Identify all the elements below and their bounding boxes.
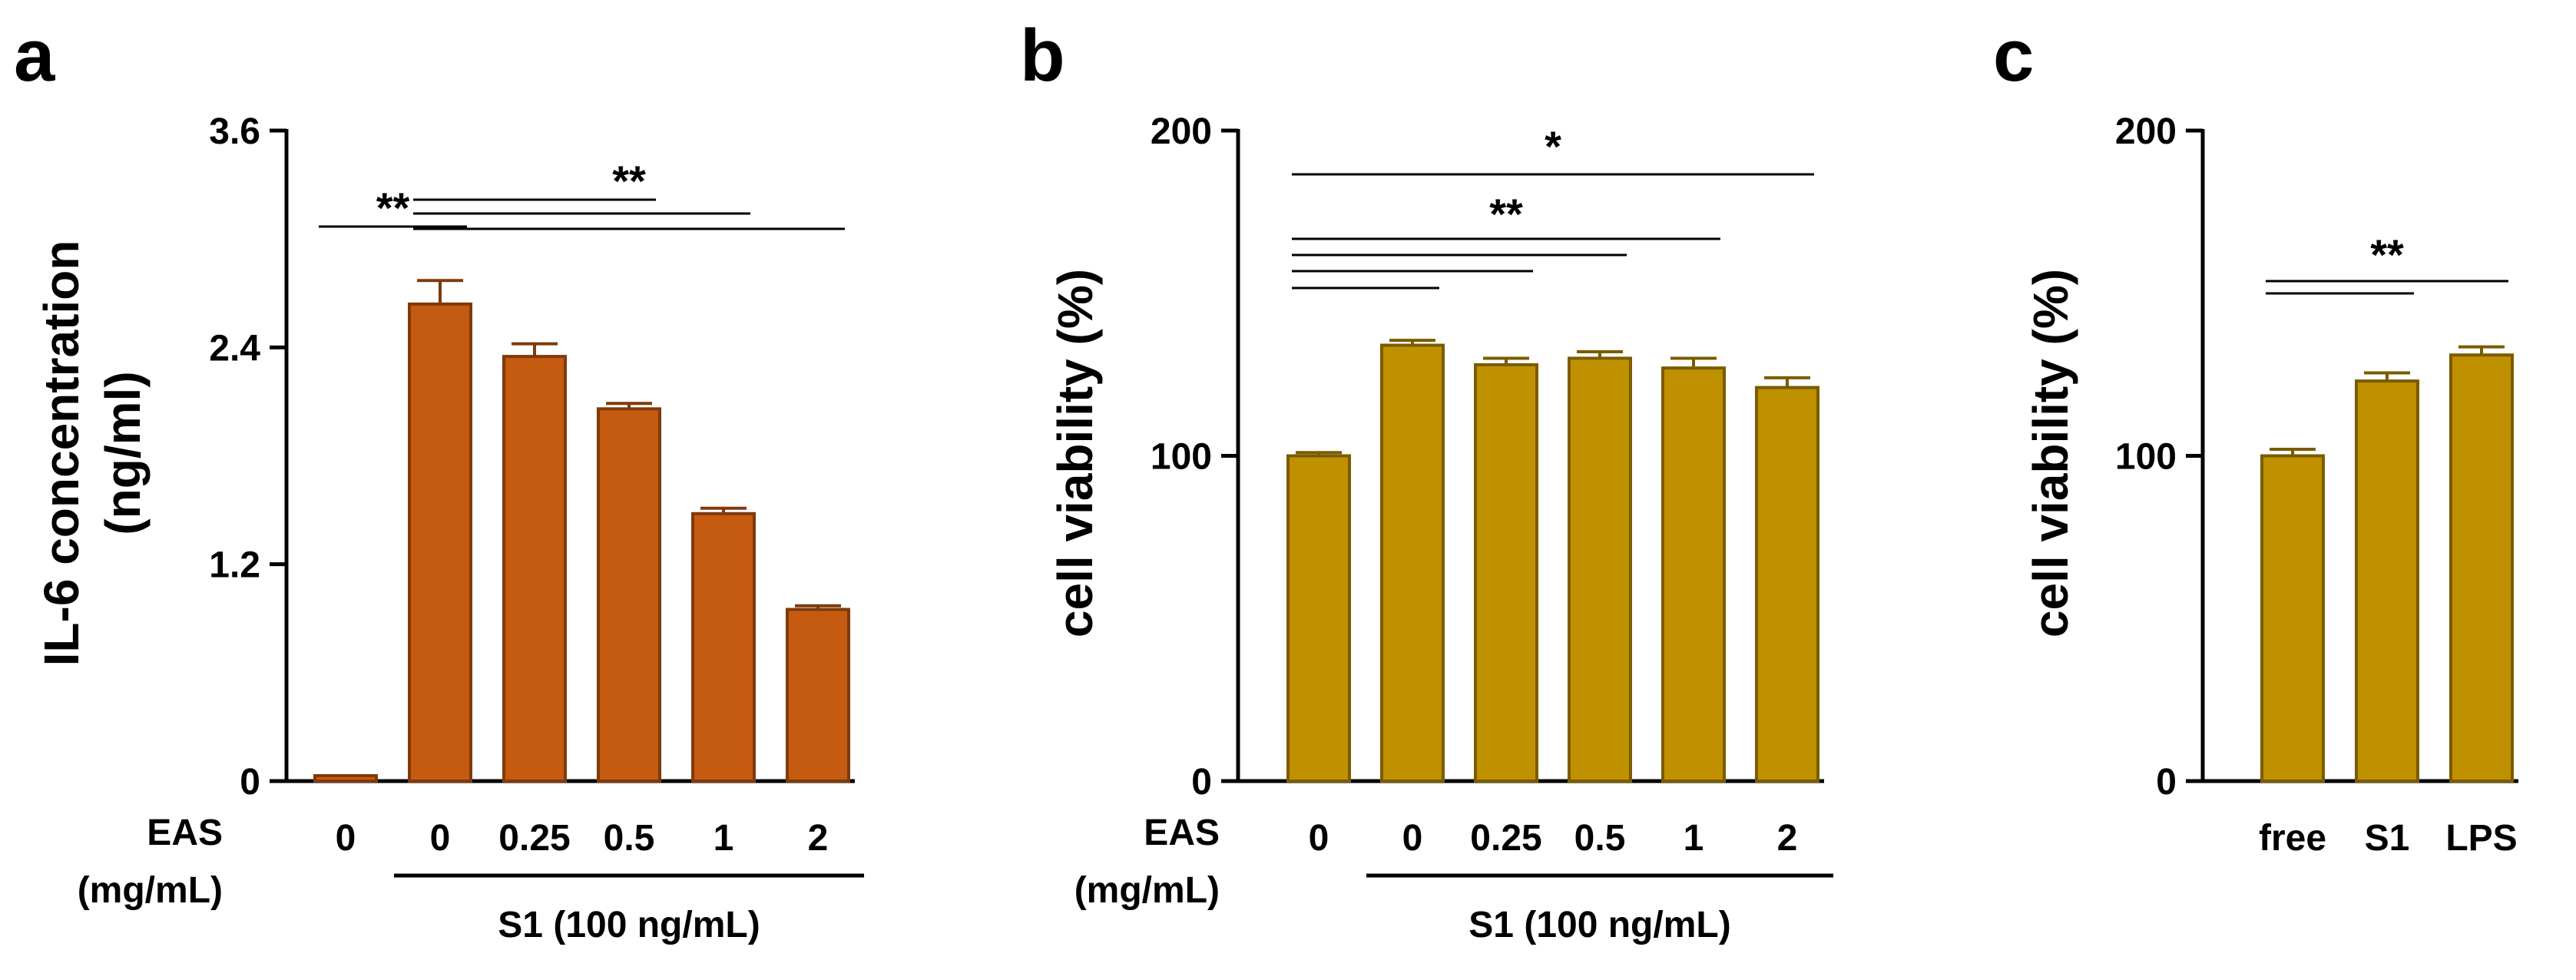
panel-b-viability-chart: b 0 100 200 cell viability (%) 0 0 0.25 0.5 1 2 EAS… [1020, 15, 1833, 945]
panel-b-y-tick-label: 100 [1151, 437, 1212, 478]
panel-b-bar [1661, 366, 1726, 783]
panel-a-significance-label: ** [612, 157, 646, 205]
panel-a-category-label: 0.5 [604, 818, 655, 859]
panel-c-bar [2449, 353, 2514, 783]
panel-a-y-axis-title: IL-6 concentration [34, 240, 89, 667]
panel-a-category-label: 0 [430, 818, 451, 859]
panel-c-category-label: S1 [2365, 818, 2410, 859]
panel-b-category-label: 1 [1684, 818, 1704, 859]
panel-b-letter: b [1020, 15, 1065, 97]
panel-c-y-tick-label: 200 [2115, 111, 2177, 152]
panel-a-y-tick-label: 0 [240, 762, 260, 803]
panel-a-significance-label: ** [376, 184, 410, 232]
panel-b-y-axis-title: cell viability (%) [1048, 269, 1103, 637]
panel-a-category-label: 0.25 [498, 818, 570, 859]
panel-a-bar [502, 355, 567, 783]
panel-a-bar [408, 302, 472, 783]
panel-c-bar [2355, 379, 2419, 783]
panel-a-letter: a [14, 15, 55, 97]
panel-b-bar [1380, 343, 1445, 783]
panel-c-letter: c [1993, 15, 2034, 97]
panel-b-bar [1474, 363, 1538, 783]
panel-b-y-tick-label: 200 [1151, 111, 1212, 152]
panel-b-category-label: 0 [1402, 818, 1423, 859]
panel-c-category-label: free [2259, 818, 2326, 859]
panel-a-category-label: 1 [714, 818, 734, 859]
panel-b-category-label: 0 [1309, 818, 1329, 859]
panel-b-bar [1568, 356, 1632, 783]
panel-c-bar [2260, 454, 2325, 783]
panel-c-significance-label: ** [2370, 230, 2404, 279]
panel-a-y-tick-label: 2.4 [209, 328, 260, 369]
panel-a-y-tick-label: 1.2 [209, 545, 260, 586]
panel-a-row-label: (mg/mL) [78, 870, 223, 911]
panel-b-significance-label: ** [1489, 190, 1523, 238]
panel-a-y-axis-title: (ng/ml) [95, 371, 151, 535]
panel-b-category-label: 0.5 [1574, 818, 1626, 859]
panel-c-viability-chart: c 0 100 200 cell viability (%) free S1 LPS ** [1993, 15, 2518, 859]
panel-a-bar [313, 773, 378, 783]
panel-c-y-tick-label: 100 [2115, 437, 2177, 478]
panel-b-y-tick-label: 0 [1191, 762, 1212, 803]
panel-b-row-label: (mg/mL) [1074, 870, 1220, 911]
panel-b-category-label: 2 [1777, 818, 1798, 859]
panel-c-y-tick-label: 0 [2156, 762, 2177, 803]
panel-b-category-label: 0.25 [1470, 818, 1541, 859]
panel-a-row-label: EAS [147, 813, 223, 853]
panel-a-bar [691, 512, 756, 783]
panel-b-significance-label: * [1545, 122, 1561, 171]
panel-c-category-label: LPS [2445, 818, 2517, 859]
panel-b-group-label: S1 (100 ng/mL) [1468, 905, 1730, 945]
panel-c-y-axis-title: cell viability (%) [2023, 269, 2078, 637]
panel-a-group-label: S1 (100 ng/mL) [498, 905, 760, 945]
panel-b-bar [1755, 386, 1819, 783]
panel-b-row-label: EAS [1144, 813, 1220, 853]
panel-a-category-label: 2 [808, 818, 829, 859]
panel-a-category-label: 0 [336, 818, 356, 859]
panel-a-bar [786, 608, 850, 783]
panel-b-bar [1286, 454, 1351, 783]
panel-a-il6-chart: a 0 1.2 2.4 3.6 IL-6 concentration (ng/ml) 0 0 0.… [14, 15, 864, 945]
panel-a-y-tick-label: 3.6 [209, 111, 260, 152]
panel-a-bar [597, 407, 661, 783]
